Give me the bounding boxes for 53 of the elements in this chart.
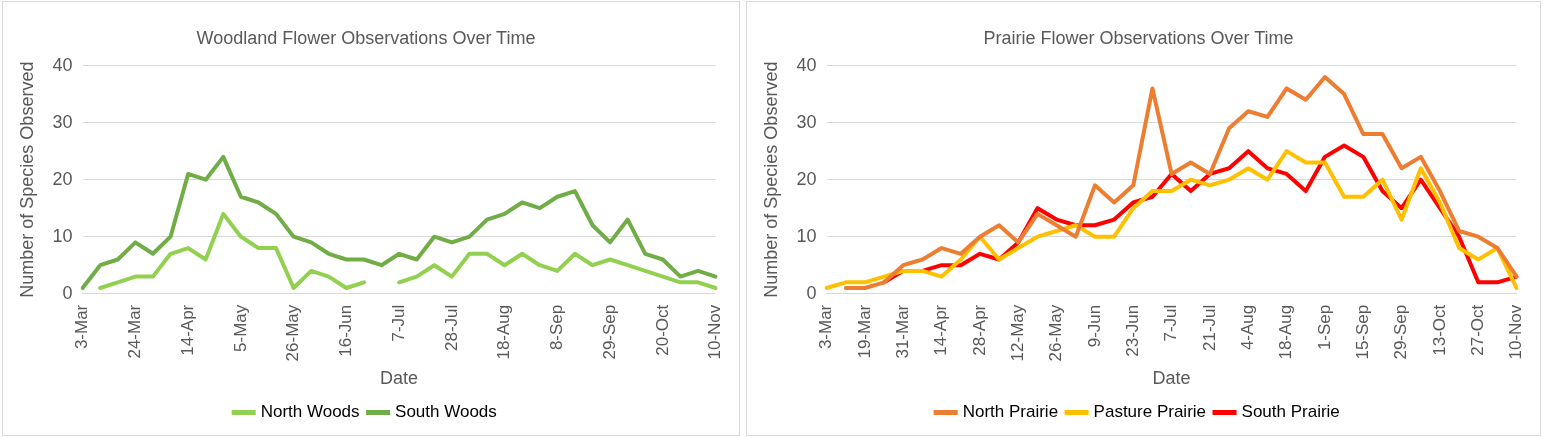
x-tick-label: 21-Jul [1199, 304, 1219, 352]
chart-title: Woodland Flower Observations Over Time [196, 27, 536, 48]
x-tick-label: 12-May [1007, 304, 1027, 362]
x-axis-title: Date [1152, 368, 1191, 389]
x-axis-title: Date [380, 368, 419, 389]
x-tick-label: 28-Apr [969, 304, 989, 356]
x-tick-label: 26-May [1046, 304, 1066, 362]
x-tick-label: 7-Jul [388, 304, 408, 342]
x-tick-label: 20-Oct [652, 304, 672, 356]
y-axis-title: Number of Species Observed [760, 61, 781, 298]
y-tick-label: 40 [52, 54, 73, 75]
legend-label: South Prairie [1241, 402, 1340, 422]
x-tick-label: 18-Aug [1276, 304, 1296, 360]
x-tick-label: 8-Sep [547, 304, 567, 351]
x-tick-label: 10-Nov [705, 304, 725, 360]
y-axis-title: Number of Species Observed [16, 61, 37, 298]
y-tick-label: 30 [52, 111, 73, 132]
x-tick-label: 4-Aug [1237, 304, 1257, 351]
x-tick-label: 13-Oct [1429, 304, 1449, 356]
x-tick-label: 23-Jun [1122, 304, 1142, 357]
x-tick-label: 24-Mar [125, 304, 145, 359]
x-tick-label: 19-Mar [854, 304, 874, 359]
y-tick-label: 30 [796, 111, 817, 132]
legend-label: South Woods [395, 402, 497, 422]
x-tick-label: 27-Oct [1467, 304, 1487, 356]
x-tick-label: 29-Sep [1391, 304, 1411, 360]
x-tick-label: 3-Mar [816, 304, 836, 350]
x-tick-label: 1-Sep [1314, 304, 1334, 351]
x-tick-label: 26-May [283, 304, 303, 362]
chart-title: Prairie Flower Observations Over Time [983, 27, 1294, 48]
x-tick-label: 14-Apr [177, 304, 197, 356]
x-tick-label: 31-Mar [892, 304, 912, 359]
x-tick-label: 15-Sep [1352, 304, 1372, 360]
x-tick-label: 29-Sep [599, 304, 619, 360]
y-tick-label: 20 [796, 168, 817, 189]
legend-label: North Woods [260, 402, 360, 422]
y-tick-label: 10 [52, 225, 73, 246]
x-tick-label: 18-Aug [494, 304, 514, 360]
y-tick-label: 10 [796, 225, 817, 246]
x-tick-label: 3-Mar [72, 304, 92, 350]
x-tick-label: 5-May [230, 304, 250, 352]
legend-label: Pasture Prairie [1093, 402, 1207, 422]
x-tick-label: 9-Jun [1084, 304, 1104, 348]
x-tick-label: 16-Jun [336, 304, 356, 357]
y-tick-label: 20 [52, 168, 73, 189]
x-tick-label: 10-Nov [1506, 304, 1526, 360]
y-tick-label: 0 [806, 282, 817, 303]
legend-label: North Prairie [962, 402, 1059, 422]
y-tick-label: 40 [796, 54, 817, 75]
x-tick-label: 7-Jul [1161, 304, 1181, 342]
x-tick-label: 28-Jul [441, 304, 461, 352]
y-tick-label: 0 [62, 282, 73, 303]
x-tick-label: 14-Apr [931, 304, 951, 356]
